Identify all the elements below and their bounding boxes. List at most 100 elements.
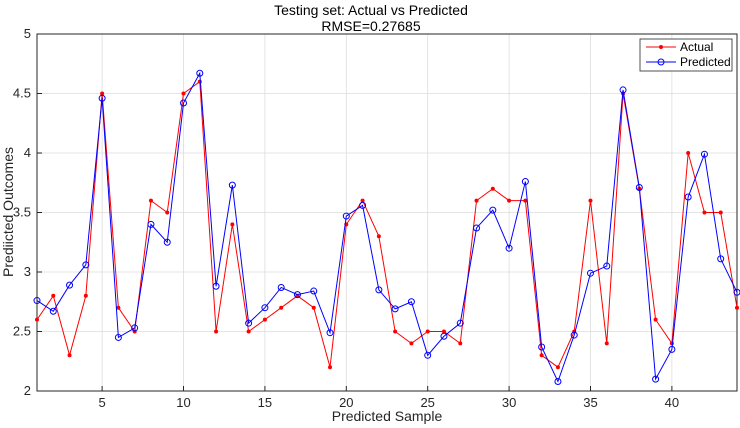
data-point <box>570 331 578 339</box>
data-point <box>489 206 497 214</box>
chart-title: Testing set: Actual vs Predicted <box>274 2 468 18</box>
data-point <box>163 238 171 246</box>
data-point <box>702 210 707 215</box>
data-point <box>230 222 235 227</box>
data-point <box>409 341 414 346</box>
data-point <box>635 184 643 192</box>
data-point <box>246 329 251 334</box>
x-tick-label: 15 <box>258 395 272 410</box>
data-point <box>342 212 350 220</box>
data-point <box>717 255 725 263</box>
data-point <box>279 305 284 310</box>
data-point <box>262 317 267 322</box>
series-line <box>36 71 738 383</box>
data-point <box>147 220 155 228</box>
data-point <box>66 281 74 289</box>
legend: Actual Predicted <box>639 38 733 72</box>
data-point <box>458 341 463 346</box>
data-point <box>212 282 220 290</box>
data-point <box>588 198 593 203</box>
y-tick-label: 2.5 <box>13 324 31 339</box>
legend-predicted-marker <box>657 58 665 66</box>
data-point <box>277 283 285 291</box>
data-point <box>440 332 448 340</box>
data-point <box>375 286 383 294</box>
data-point <box>100 91 105 96</box>
data-point <box>474 198 479 203</box>
x-tick-label: 40 <box>665 395 679 410</box>
data-point <box>214 329 219 334</box>
data-point <box>82 261 90 269</box>
series-group <box>33 69 740 385</box>
data-point <box>67 353 72 358</box>
data-point <box>684 193 692 201</box>
data-point <box>197 79 202 84</box>
data-point <box>165 210 170 215</box>
legend-actual-label: Actual <box>680 40 713 54</box>
data-point <box>441 329 446 334</box>
data-point <box>310 287 318 295</box>
data-point <box>490 186 495 191</box>
data-point <box>114 333 122 341</box>
data-point <box>116 305 121 310</box>
x-tick-label: 5 <box>98 395 105 410</box>
y-tick-label: 2 <box>24 383 31 398</box>
x-tick-label: 20 <box>339 395 353 410</box>
data-point <box>359 201 367 209</box>
data-point <box>311 305 316 310</box>
y-tick-label: 3.5 <box>13 205 31 220</box>
data-point <box>619 86 627 94</box>
data-point <box>98 94 106 102</box>
x-tick-label: 30 <box>502 395 516 410</box>
data-point <box>83 293 88 298</box>
data-point <box>586 269 594 277</box>
data-point <box>521 178 529 186</box>
data-point <box>735 305 739 310</box>
data-point <box>131 324 139 332</box>
data-point <box>49 307 57 315</box>
series-actual <box>35 79 739 370</box>
data-point <box>733 288 740 296</box>
y-tick-label: 4 <box>24 145 31 160</box>
y-tick-label: 3 <box>24 264 31 279</box>
x-axis-label: Predicted Sample <box>332 408 443 424</box>
data-point <box>555 365 560 370</box>
y-axis-label: Prediicted Outcomes <box>0 147 16 277</box>
data-point <box>181 91 186 96</box>
data-point <box>686 151 691 155</box>
data-point <box>376 234 381 239</box>
data-point <box>148 198 153 203</box>
data-point <box>391 305 399 313</box>
legend-box <box>639 38 733 72</box>
chart-subtitle: RMSE=0.27685 <box>321 18 420 34</box>
data-point <box>653 317 658 322</box>
data-point <box>505 244 513 252</box>
data-point <box>718 210 723 215</box>
data-point <box>652 375 660 383</box>
grid <box>37 33 737 392</box>
data-point <box>424 351 432 359</box>
data-point <box>245 319 253 327</box>
x-tick-label: 10 <box>176 395 190 410</box>
axis-ticks: 5 10 15 20 25 30 35 40 2 2.5 3 3.5 4 4.5 5 <box>13 26 679 410</box>
data-point <box>603 262 611 270</box>
data-point <box>539 353 544 358</box>
data-point <box>407 298 415 306</box>
data-point <box>51 293 56 298</box>
data-point <box>604 341 609 346</box>
data-point <box>554 377 562 385</box>
data-point <box>507 198 512 203</box>
data-point <box>326 329 334 337</box>
data-point <box>180 99 188 107</box>
data-point <box>360 198 365 203</box>
x-tick-label: 35 <box>583 395 597 410</box>
data-point <box>668 345 676 353</box>
y-tick-label: 5 <box>24 26 31 41</box>
data-point <box>228 181 236 189</box>
data-point <box>425 329 430 334</box>
data-point <box>523 198 528 203</box>
data-point <box>35 317 39 322</box>
series-predicted <box>33 69 740 385</box>
series-line <box>36 80 738 368</box>
